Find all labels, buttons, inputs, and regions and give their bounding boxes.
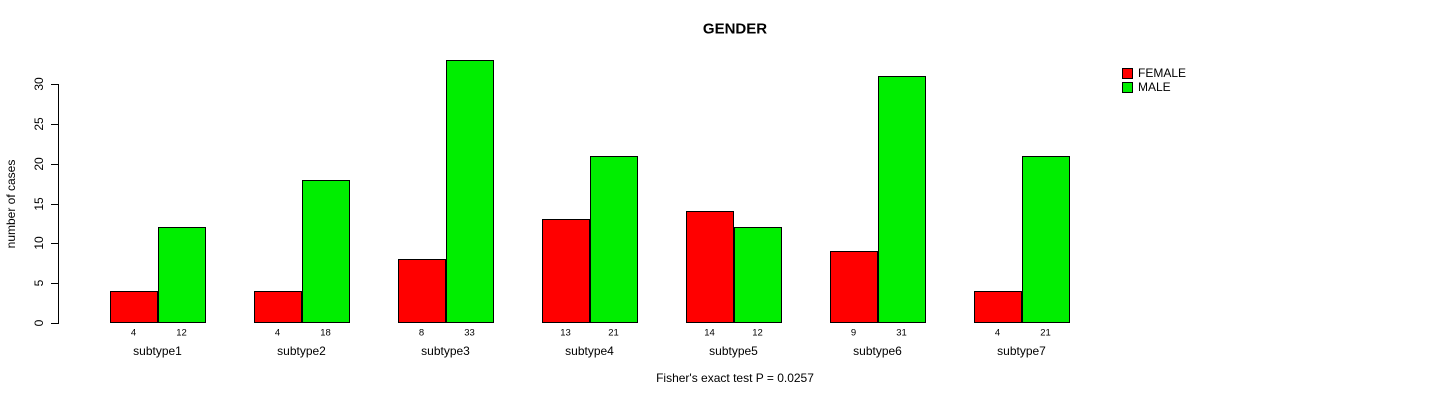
category-label-subtype3: subtype3 — [421, 344, 470, 358]
y-axis-tick-label: 15 — [32, 196, 46, 211]
bar-value-female-subtype7: 4 — [994, 327, 1001, 339]
bar-male-subtype6 — [877, 76, 926, 323]
annotation-fisher-test: Fisher's exact test P = 0.0257 — [656, 371, 814, 385]
bar-value-male-subtype2: 18 — [320, 327, 331, 339]
bar-male-subtype4 — [589, 155, 638, 323]
y-axis-tick — [51, 84, 58, 85]
bar-female-subtype7 — [973, 291, 1022, 323]
y-axis-tick-label: 10 — [32, 236, 46, 251]
bar-value-female-subtype2: 4 — [274, 327, 281, 339]
y-axis-tick — [51, 123, 58, 125]
y-axis-tick — [51, 163, 58, 165]
category-label-subtype6: subtype6 — [853, 344, 902, 358]
bar-value-female-subtype4: 13 — [560, 327, 571, 339]
y-axis-tick-label: 30 — [32, 77, 46, 91]
bar-value-male-subtype3: 33 — [464, 327, 475, 339]
legend-swatch-male-icon — [1122, 81, 1133, 93]
bar-male-subtype1 — [157, 227, 206, 323]
bar-value-male-subtype1: 12 — [176, 327, 187, 339]
legend-item-male: MALE — [1122, 80, 1186, 94]
legend-item-female: FEMALE — [1122, 66, 1186, 80]
bar-value-female-subtype1: 4 — [130, 327, 137, 339]
legend-label-male: MALE — [1138, 80, 1171, 94]
bar-value-female-subtype5: 14 — [704, 327, 715, 339]
bar-female-subtype4 — [541, 219, 590, 323]
category-label-subtype7: subtype7 — [997, 344, 1046, 358]
y-axis-tick — [51, 323, 58, 324]
legend-swatch-female-icon — [1122, 67, 1133, 79]
category-label-subtype2: subtype2 — [277, 344, 326, 358]
y-axis-tick-label: 5 — [32, 279, 46, 287]
bar-value-male-subtype4: 21 — [608, 327, 619, 339]
y-axis-tick — [51, 243, 58, 245]
legend-label-female: FEMALE — [1138, 66, 1187, 80]
legend: FEMALE MALE — [1122, 66, 1186, 94]
bar-value-female-subtype3: 8 — [418, 327, 425, 339]
bar-female-subtype3 — [397, 259, 446, 323]
y-axis-tick — [51, 203, 58, 205]
bar-male-subtype7 — [1021, 155, 1070, 323]
bar-female-subtype5 — [685, 211, 734, 323]
bar-female-subtype2 — [253, 291, 302, 323]
bar-male-subtype5 — [733, 227, 782, 323]
category-label-subtype4: subtype4 — [565, 344, 614, 358]
bar-male-subtype2 — [301, 179, 350, 323]
bar-male-subtype3 — [445, 60, 494, 323]
y-axis-tick-label: 25 — [32, 117, 46, 131]
category-label-subtype1: subtype1 — [133, 344, 182, 358]
y-axis-tick-label: 20 — [32, 156, 46, 171]
y-axis-line — [58, 84, 59, 324]
y-axis-tick-label: 0 — [32, 319, 46, 327]
bar-value-male-subtype6: 31 — [896, 327, 907, 339]
bar-value-female-subtype6: 9 — [850, 327, 857, 339]
chart-title: GENDER — [702, 20, 768, 38]
bar-female-subtype6 — [829, 251, 878, 323]
category-label-subtype5: subtype5 — [709, 344, 758, 358]
y-axis-tick — [51, 283, 58, 285]
bar-value-male-subtype5: 12 — [752, 327, 763, 339]
bar-female-subtype1 — [109, 291, 158, 323]
bar-value-male-subtype7: 21 — [1040, 327, 1051, 339]
